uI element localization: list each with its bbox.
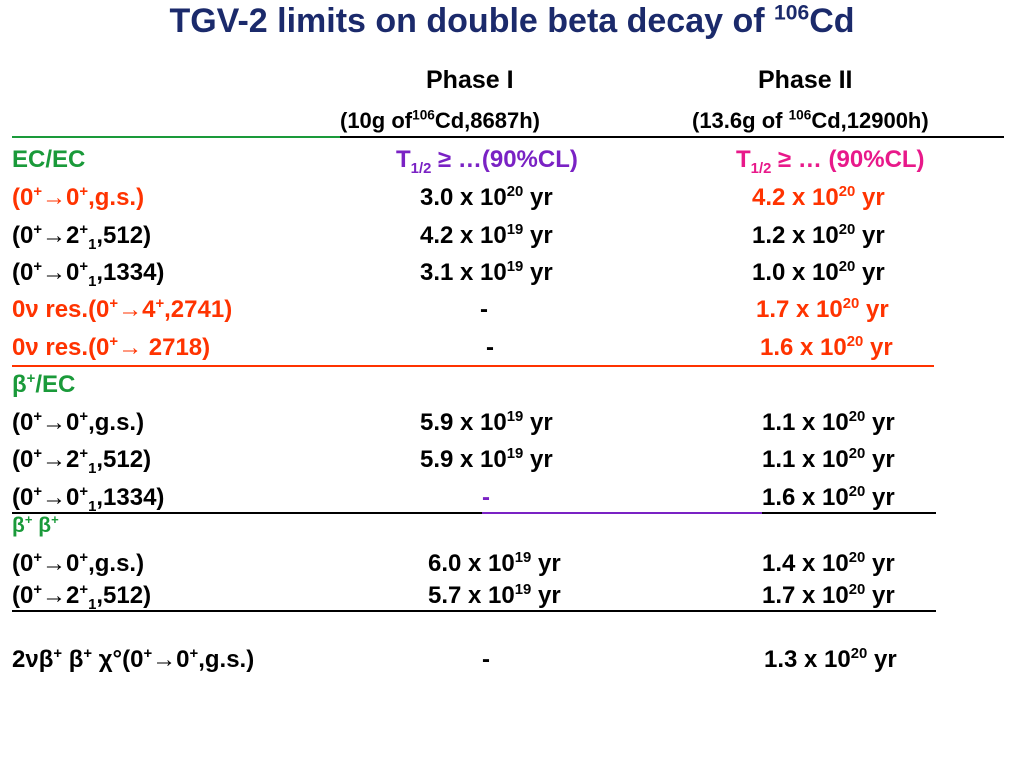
ecec-row-2-mode: (0+→0+1,1334) [12,259,165,290]
bplusec-underline-purple [482,512,762,514]
ecec-row-1-mode: (0+→2+1,512) [12,222,152,253]
bplusbplus-underline [12,610,936,612]
section-label-bplus-ec: β+/EC [12,371,76,398]
ecec-row-0-mode: (0+→0+,g.s.) [12,184,145,211]
section-label-ecec: EC/EC [12,146,86,173]
bplusec-row-2-mode: (0+→0+1,1334) [12,484,165,515]
bplusec-row-0-phase2: 1.1 x 1020 yr [762,409,895,436]
bplusec-row-2-phase1: - [482,484,490,511]
phase1-header: Phase I [426,66,514,94]
bplusec-row-0-phase1: 5.9 x 1019 yr [420,409,553,436]
header-underline-green [12,136,340,138]
phase2-header: Phase II [758,66,853,94]
bplusbplus-row-0-mode: (0+→0+,g.s.) [12,550,145,577]
ecec-row-4-phase1: - [486,334,494,361]
phase2-t-half: T1/2 ≥ … (90%CL) [736,146,925,177]
last-row-phase1: - [482,646,490,673]
bplusec-row-1-mode: (0+→2+1,512) [12,446,152,477]
page-title: TGV-2 limits on double beta decay of 106… [169,1,855,40]
ecec-row-0-phase1: 3.0 x 1020 yr [420,184,553,211]
phase2-subheader: (13.6g of 106Cd,12900h) [692,107,929,133]
ecec-row-2-phase1: 3.1 x 1019 yr [420,259,553,286]
bplusbplus-row-1-phase1: 5.7 x 1019 yr [428,582,561,609]
bplusbplus-row-1-phase2: 1.7 x 1020 yr [762,582,895,609]
ecec-row-1-phase1: 4.2 x 1019 yr [420,222,553,249]
last-row-mode: 2νβ+ β+ χ°(0+→0+,g.s.) [12,646,255,673]
ecec-row-3-phase2: 1.7 x 1020 yr [756,296,889,323]
bplusbplus-row-1-mode: (0+→2+1,512) [12,582,152,613]
bplusec-underline-black-a [12,512,482,514]
bplusec-row-1-phase2: 1.1 x 1020 yr [762,446,895,473]
phase1-subheader: (10g of106Cd,8687h) [340,107,541,133]
bplusbplus-row-0-phase2: 1.4 x 1020 yr [762,550,895,577]
ecec-row-3-phase1: - [480,296,488,323]
ecec-row-1-phase2: 1.2 x 1020 yr [752,222,885,249]
header-underline-black [340,136,1004,138]
phase1-t-half: T1/2 ≥ …(90%CL) [396,146,578,177]
ecec-section-underline [12,365,934,367]
bplusec-underline-black-b [762,512,936,514]
bplusec-row-1-phase1: 5.9 x 1019 yr [420,446,553,473]
bplusec-row-0-mode: (0+→0+,g.s.) [12,409,145,436]
last-row-phase2: 1.3 x 1020 yr [764,646,897,673]
bplusec-row-2-phase2: 1.6 x 1020 yr [762,484,895,511]
ecec-row-0-phase2: 4.2 x 1020 yr [752,184,885,211]
ecec-row-3-mode: 0ν res.(0+→4+,2741) [12,296,233,323]
ecec-row-2-phase2: 1.0 x 1020 yr [752,259,885,286]
bplusbplus-row-0-phase1: 6.0 x 1019 yr [428,550,561,577]
ecec-row-4-mode: 0ν res.(0+→ 2718) [12,334,211,361]
section-label-bplus-bplus: β+ β+ [12,512,59,537]
ecec-row-4-phase2: 1.6 x 1020 yr [760,334,893,361]
